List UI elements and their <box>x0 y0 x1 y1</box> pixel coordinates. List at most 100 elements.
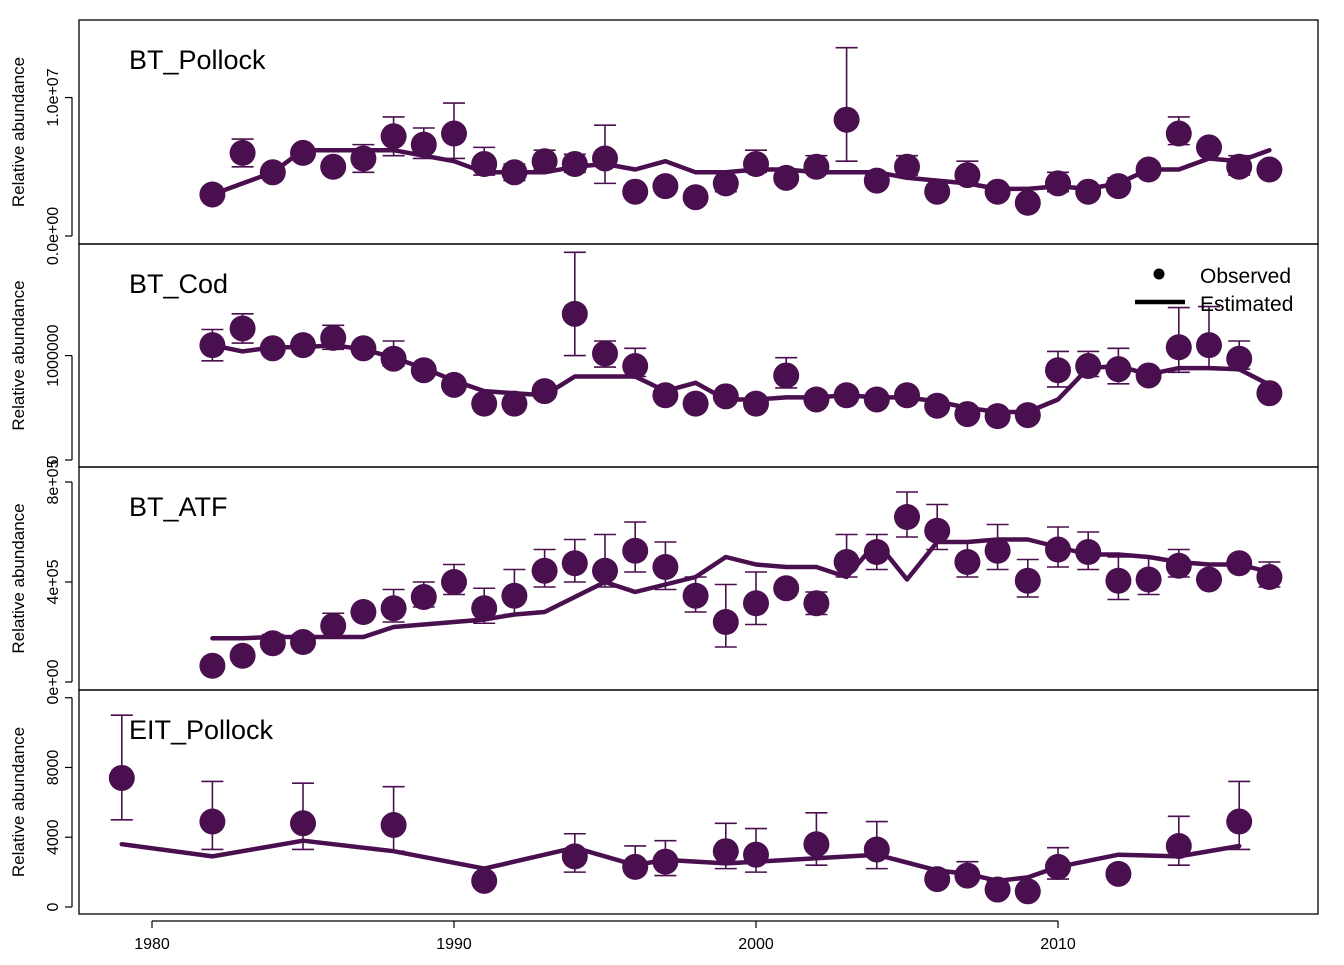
observed-point-1995 <box>592 340 618 368</box>
observed-point <box>622 537 649 564</box>
observed-point-2007 <box>954 860 981 889</box>
observed-point <box>350 335 377 362</box>
observed-point-1982 <box>199 780 226 851</box>
observed-point-1987 <box>350 143 377 174</box>
panel-bt-atf: 0e+00 4e+05 8e+05 Relative abundance BT_ATF <box>9 459 1319 704</box>
legend-observed-label: Observed <box>1200 265 1291 288</box>
observed-point <box>1045 357 1071 384</box>
observed-point-2009 <box>1014 878 1041 905</box>
observed-point-2003 <box>833 382 860 409</box>
observed-point-2003 <box>833 46 860 163</box>
x-axis: 1980 1990 2000 2010 <box>134 920 1076 953</box>
y-tick-label: 1.0e+07 <box>45 68 62 126</box>
observed-point <box>1165 552 1192 579</box>
observed-point-1992 <box>501 390 528 417</box>
observed-point <box>1226 808 1253 835</box>
observed-point-1982 <box>199 181 226 208</box>
observed-point <box>894 504 920 530</box>
observed-point <box>380 812 407 839</box>
observed-point-2009 <box>1014 558 1041 598</box>
observed-point-1994 <box>561 832 588 873</box>
observed-point <box>531 378 558 405</box>
observed-point-2010 <box>1045 170 1071 197</box>
observed-point <box>501 390 528 417</box>
observed-point <box>561 550 588 577</box>
observed-point <box>108 764 135 791</box>
legend: Observed Estimated <box>1135 265 1293 316</box>
observed-point <box>803 590 830 617</box>
legend-observed-marker <box>1153 268 1165 280</box>
observed-point <box>531 148 558 175</box>
observed-point-2015 <box>1196 305 1222 369</box>
observed-point <box>380 595 407 622</box>
observed-point <box>531 557 558 584</box>
observed-point <box>803 153 830 180</box>
observed-point-2011 <box>1075 531 1102 571</box>
observed-point-1988 <box>380 116 407 157</box>
observed-point-1993 <box>531 378 558 405</box>
observed-point-2014 <box>1165 116 1192 147</box>
observed-point-1987 <box>350 335 377 362</box>
observed-point <box>1226 345 1253 372</box>
observed-point <box>984 537 1011 564</box>
observed-point-2015 <box>1196 134 1222 161</box>
observed-point-2004 <box>863 820 890 870</box>
observed-point <box>471 390 498 417</box>
observed-point-1996 <box>622 178 649 205</box>
observed-point <box>229 315 256 342</box>
observed-point-2017 <box>1256 561 1283 590</box>
observed-point-2000 <box>743 390 769 417</box>
observed-point-1999 <box>712 822 739 870</box>
observed-point-1991 <box>471 587 498 625</box>
observed-point <box>501 582 528 609</box>
observed-point <box>290 810 316 837</box>
observed-point <box>984 876 1011 903</box>
observed-point <box>441 569 467 595</box>
observed-point-2007 <box>954 160 981 189</box>
observed-point <box>863 167 890 194</box>
observed-point <box>1256 156 1283 183</box>
observed-point <box>290 629 316 655</box>
observed-point-2001 <box>773 164 800 191</box>
observed-point-2002 <box>803 386 830 413</box>
observed-point <box>410 584 437 610</box>
observed-point-2016 <box>1226 780 1253 851</box>
observed-point <box>1135 362 1162 389</box>
observed-point <box>1014 402 1041 429</box>
observed-point <box>1105 860 1132 887</box>
observed-point <box>1045 853 1071 880</box>
observed-point <box>441 120 467 147</box>
observed-point-1984 <box>259 335 286 362</box>
y-tick-label: 4e+05 <box>45 559 62 604</box>
observed-point-1990 <box>441 563 467 596</box>
observed-point <box>712 383 739 410</box>
observed-point <box>561 300 588 327</box>
observed-point-2010 <box>1045 846 1071 880</box>
observed-point-1986 <box>320 324 347 351</box>
observed-point <box>1105 356 1132 383</box>
observed-point-2000 <box>743 827 769 873</box>
observed-point-2013 <box>1135 156 1162 183</box>
observed-point <box>471 595 498 622</box>
observed-point-1989 <box>410 127 437 160</box>
observed-point-1998 <box>682 390 709 417</box>
panel-title: BT_Cod <box>129 269 228 299</box>
panel-bt-cod: 0 1000000 Relative abundance BT_Cod <box>9 243 1319 468</box>
observed-point <box>1165 120 1192 147</box>
observed-point <box>924 866 951 893</box>
legend-estimated-label: Estimated <box>1200 293 1293 316</box>
observed-point-2000 <box>743 571 769 626</box>
observed-point-1987 <box>350 599 377 625</box>
observed-point-2006 <box>924 392 951 419</box>
observed-point-1990 <box>441 371 467 398</box>
observed-point <box>924 178 951 205</box>
observed-point-2016 <box>1226 340 1253 372</box>
observed-point <box>320 612 347 639</box>
observed-point-1999 <box>712 383 739 410</box>
observed-point <box>410 131 437 158</box>
observed-point-2012 <box>1105 173 1132 200</box>
observed-point-2014 <box>1165 548 1192 579</box>
observed-point <box>259 335 286 362</box>
